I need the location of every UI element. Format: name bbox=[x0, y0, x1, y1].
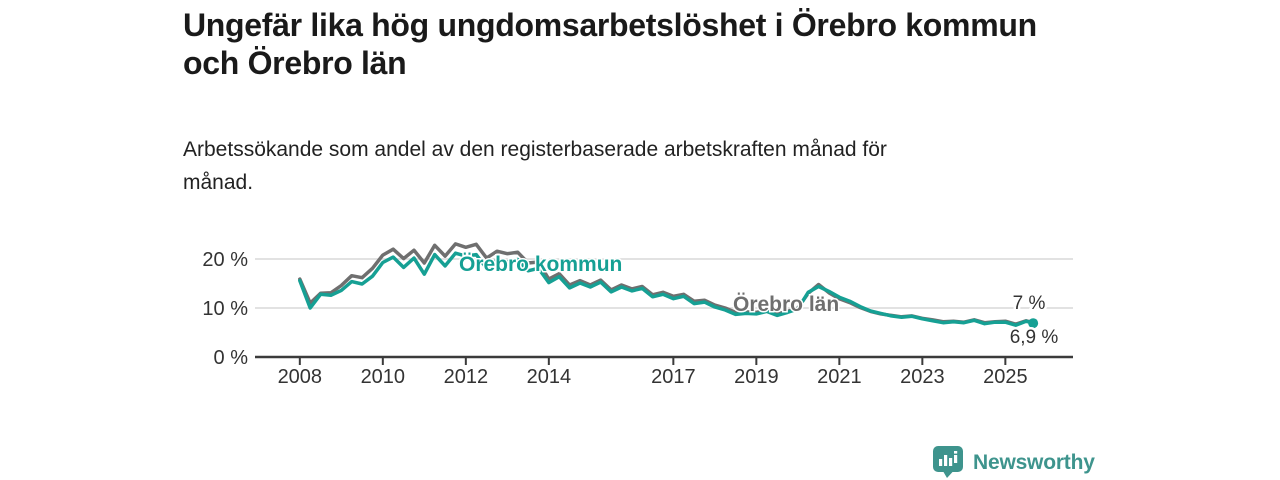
title-line-2: och Örebro län bbox=[183, 45, 407, 81]
x-tick-label: 2014 bbox=[527, 366, 572, 388]
y-tick-label: 20 % bbox=[202, 249, 248, 271]
newsworthy-logo: Newsworthy bbox=[933, 446, 1095, 479]
x-tick-label: 2019 bbox=[734, 366, 779, 388]
subtitle-line-1: Arbetssökande som andel av den registerb… bbox=[183, 138, 887, 161]
newsworthy-icon bbox=[933, 446, 963, 478]
series-line-lan bbox=[298, 242, 1035, 326]
series-label-lan: Örebro län bbox=[733, 293, 839, 316]
y-tick-label: 0 % bbox=[214, 347, 249, 369]
x-tick-label: 2010 bbox=[361, 366, 406, 388]
series-label-kommun: Örebro kommun bbox=[459, 253, 622, 276]
y-tick-label: 10 % bbox=[202, 298, 248, 320]
x-tick-label: 2012 bbox=[444, 366, 489, 388]
end-value-label-kommun: 6,9 % bbox=[1010, 327, 1059, 348]
chart-subtitle: Arbetssökande som andel av den registerb… bbox=[183, 133, 1043, 199]
series-end-dot bbox=[1028, 318, 1039, 329]
newsworthy-wordmark: Newsworthy bbox=[973, 450, 1095, 474]
page-title: Ungefär lika hög ungdomsarbetslöshet i Ö… bbox=[183, 6, 1193, 82]
x-tick-label: 2017 bbox=[651, 366, 696, 388]
end-value-label-lan: 7 % bbox=[1013, 293, 1046, 314]
x-tick-label: 2008 bbox=[278, 366, 323, 388]
subtitle-line-2: månad. bbox=[183, 171, 254, 194]
title-line-1: Ungefär lika hög ungdomsarbetslöshet i Ö… bbox=[183, 7, 1037, 43]
x-tick-label: 2025 bbox=[983, 366, 1028, 388]
series-line-kommun bbox=[298, 251, 1035, 327]
x-tick-label: 2021 bbox=[817, 366, 862, 388]
x-tick-label: 2023 bbox=[900, 366, 945, 388]
